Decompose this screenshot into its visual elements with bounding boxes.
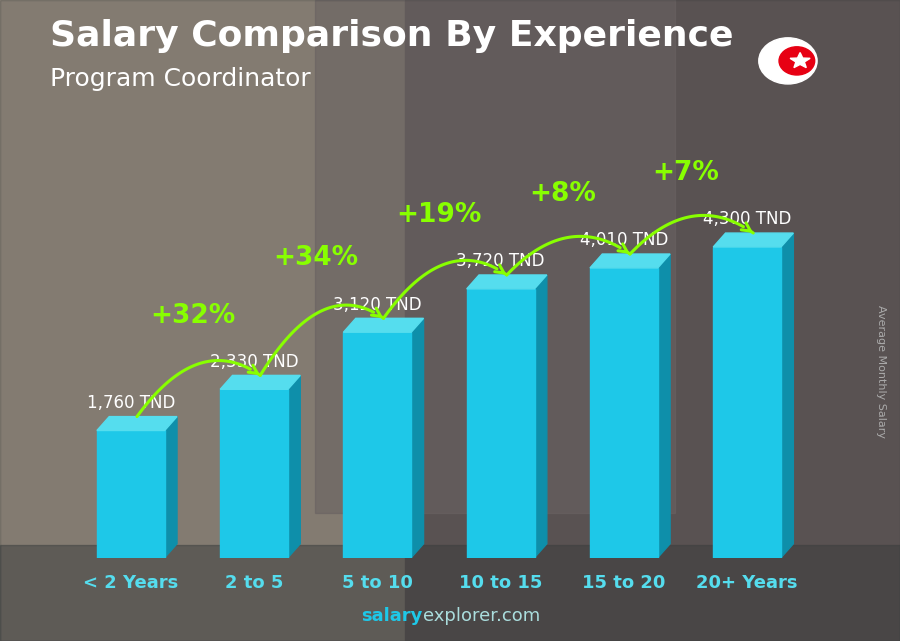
Text: 3,720 TND: 3,720 TND: [456, 252, 544, 271]
Text: 1,760 TND: 1,760 TND: [86, 394, 175, 412]
Polygon shape: [713, 233, 794, 247]
Polygon shape: [220, 389, 288, 558]
Polygon shape: [411, 319, 424, 558]
Text: salary: salary: [362, 607, 423, 625]
Text: Average Monthly Salary: Average Monthly Salary: [877, 305, 886, 438]
Polygon shape: [467, 275, 547, 289]
Bar: [315, 0, 675, 513]
Circle shape: [779, 47, 814, 75]
Polygon shape: [658, 254, 670, 558]
Polygon shape: [97, 417, 177, 431]
Polygon shape: [220, 376, 301, 389]
Polygon shape: [344, 319, 424, 332]
Polygon shape: [467, 289, 535, 558]
Polygon shape: [713, 247, 781, 558]
Bar: [0, 0, 405, 641]
Circle shape: [759, 38, 817, 84]
Polygon shape: [535, 275, 547, 558]
Polygon shape: [344, 332, 411, 558]
Text: explorer.com: explorer.com: [423, 607, 540, 625]
Text: Program Coordinator: Program Coordinator: [50, 67, 310, 91]
Polygon shape: [590, 268, 658, 558]
Text: Salary Comparison By Experience: Salary Comparison By Experience: [50, 19, 733, 53]
Polygon shape: [288, 376, 301, 558]
Polygon shape: [590, 254, 670, 268]
Polygon shape: [165, 417, 177, 558]
Text: +8%: +8%: [529, 181, 596, 207]
Text: +7%: +7%: [652, 160, 719, 186]
Text: 4,010 TND: 4,010 TND: [580, 231, 668, 249]
Text: 2,330 TND: 2,330 TND: [210, 353, 299, 370]
Bar: [405, 0, 900, 641]
Polygon shape: [781, 233, 794, 558]
Polygon shape: [790, 53, 810, 68]
Circle shape: [764, 44, 808, 78]
Polygon shape: [97, 431, 165, 558]
Text: 3,120 TND: 3,120 TND: [333, 296, 421, 313]
Text: +34%: +34%: [273, 246, 358, 271]
Bar: [0, 545, 900, 641]
Text: 4,300 TND: 4,300 TND: [703, 210, 791, 228]
Text: +19%: +19%: [396, 202, 482, 228]
Text: +32%: +32%: [149, 303, 235, 328]
